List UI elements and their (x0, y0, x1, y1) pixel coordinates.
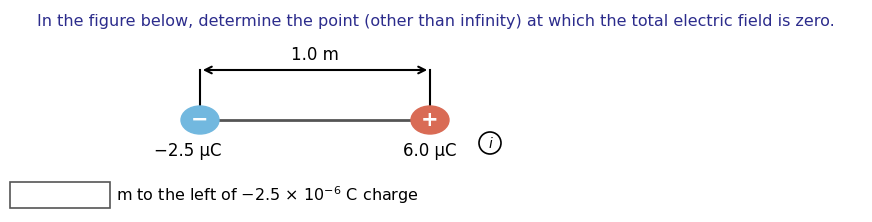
Ellipse shape (181, 106, 219, 134)
Text: i: i (488, 137, 492, 151)
Text: m to the left of −2.5 × 10$^{-6}$ C charge: m to the left of −2.5 × 10$^{-6}$ C char… (116, 184, 419, 206)
FancyBboxPatch shape (10, 182, 110, 208)
Ellipse shape (411, 106, 449, 134)
Text: In the figure below, determine the point (other than infinity) at which the tota: In the figure below, determine the point… (37, 14, 835, 29)
Text: 6.0 μC: 6.0 μC (403, 142, 457, 160)
Text: +: + (421, 110, 439, 130)
Text: −: − (191, 110, 208, 130)
Text: −2.5 μC: −2.5 μC (154, 142, 221, 160)
Text: 1.0 m: 1.0 m (291, 46, 339, 64)
